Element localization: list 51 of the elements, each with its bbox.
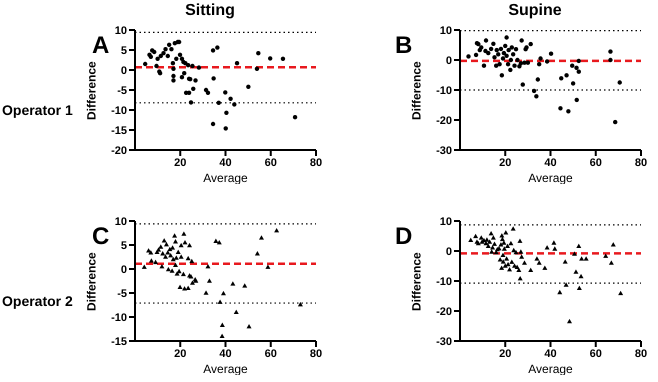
y-tick-label: -10: [111, 312, 127, 324]
x-tick-label: 80: [634, 156, 648, 169]
x-tick-label: 20: [174, 156, 186, 169]
y-tick-label: -15: [111, 336, 127, 348]
x-tick-label: 40: [219, 348, 232, 360]
y-tick-label: 10: [114, 216, 127, 228]
y-tick-label: -20: [436, 306, 452, 318]
y-tick-label: 10: [114, 24, 127, 37]
chart-subtitle: C: [92, 223, 110, 251]
x-tick-label: 20: [174, 348, 186, 360]
y-tick-label: 10: [440, 216, 452, 228]
y-tick-label: -5: [117, 84, 127, 97]
y-tick-label: -15: [111, 124, 127, 137]
y-tick-label: -20: [111, 144, 127, 157]
x-tick-label: 20: [499, 348, 512, 360]
y-axis-title: Difference: [409, 252, 424, 311]
y-tick-label: 0: [446, 246, 452, 258]
x-tick-label: 60: [264, 348, 277, 360]
y-tick-label: -30: [436, 336, 452, 348]
y-tick-label: 0: [120, 64, 127, 77]
chart-title: Sitting: [184, 2, 236, 20]
chart-title: Supine: [507, 2, 563, 20]
y-tick-label: -30: [436, 144, 452, 157]
y-tick-label: 10: [440, 24, 452, 37]
y-tick-label: -10: [436, 276, 452, 288]
y-tick-label: 0: [446, 54, 452, 67]
x-tick-label: 80: [310, 348, 322, 360]
y-tick-label: -10: [111, 104, 127, 117]
chart-subtitle: D: [395, 223, 412, 251]
y-tick-label: -5: [117, 288, 127, 300]
x-tick-label: 80: [634, 348, 648, 360]
x-tick-label: 20: [499, 156, 512, 169]
y-tick-label: -20: [436, 114, 452, 127]
y-tick-label: 5: [120, 240, 127, 252]
y-axis-title: Difference: [409, 60, 424, 120]
x-tick-label: 40: [544, 156, 557, 169]
x-tick-label: 40: [219, 156, 232, 169]
x-tick-label: 40: [544, 348, 557, 360]
x-tick-label: 60: [590, 156, 602, 169]
text: Operator 1: [2, 102, 73, 118]
y-tick-label: 0: [120, 264, 127, 276]
x-tick-label: 80: [310, 156, 322, 169]
y-axis-title: Difference: [84, 252, 98, 311]
chart-subtitle: B: [395, 32, 412, 60]
text: Operator 2: [2, 293, 73, 309]
y-tick-label: 5: [120, 44, 127, 57]
x-tick-label: 60: [590, 348, 602, 360]
y-axis-title: Difference: [84, 60, 98, 120]
x-tick-label: 60: [264, 156, 277, 169]
y-tick-label: -10: [436, 84, 452, 97]
chart-subtitle: A: [92, 32, 110, 60]
